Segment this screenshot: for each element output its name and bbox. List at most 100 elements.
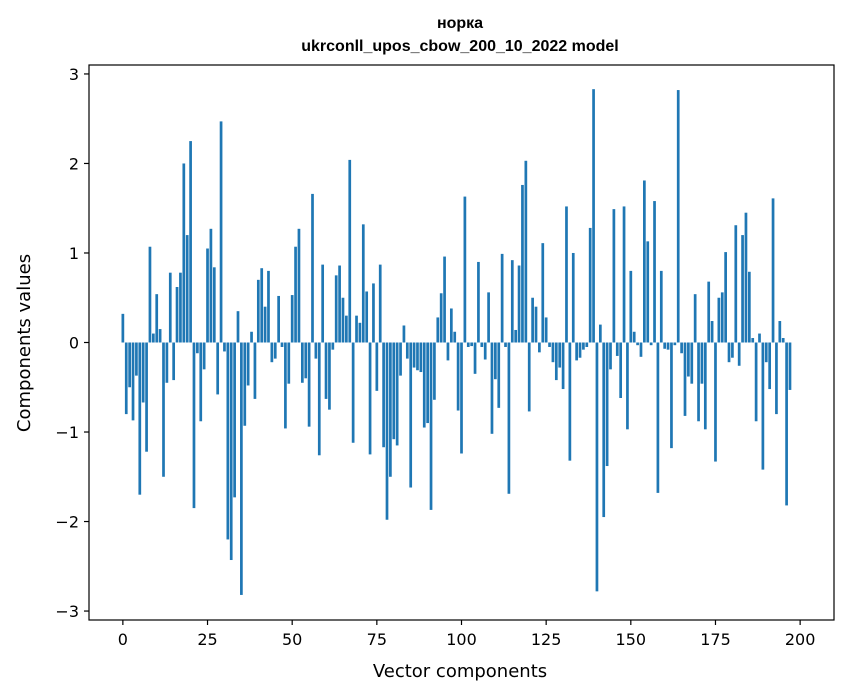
bar-140 (595, 342, 599, 592)
bar-22 (196, 342, 199, 354)
bar-67 (348, 159, 352, 343)
bar-191 (768, 342, 772, 390)
bar-16 (175, 287, 179, 343)
bar-166 (683, 342, 687, 416)
bar-128 (554, 342, 558, 381)
y-tick-label: −3 (55, 602, 79, 621)
bar-11 (158, 329, 162, 343)
bar-100 (460, 342, 463, 454)
x-tick-label: 75 (367, 630, 387, 649)
bar-184 (744, 212, 748, 343)
bar-121 (531, 297, 534, 343)
bar-178 (724, 252, 727, 343)
bar-174 (710, 321, 714, 343)
bar-110 (494, 342, 497, 380)
bar-147 (619, 342, 623, 398)
bar-4 (135, 342, 138, 376)
bar-23 (199, 342, 203, 422)
bar-27 (212, 267, 216, 343)
bar-89 (422, 342, 426, 428)
x-tick-label: 50 (282, 630, 302, 649)
bar-78 (385, 342, 389, 520)
bar-73 (368, 342, 372, 455)
bar-102 (466, 342, 470, 347)
bar-113 (504, 342, 507, 347)
bar-164 (676, 90, 680, 343)
bar-118 (521, 184, 524, 343)
bar-108 (487, 292, 490, 343)
bar-50 (290, 295, 294, 343)
bar-76 (378, 264, 382, 343)
bar-8 (148, 246, 152, 343)
bar-177 (720, 292, 724, 343)
bar-189 (761, 342, 765, 470)
bar-24 (202, 342, 206, 370)
x-tick-label: 0 (118, 630, 128, 649)
bar-6 (141, 342, 145, 403)
bar-190 (764, 342, 768, 363)
bar-133 (571, 252, 575, 343)
bar-187 (754, 342, 758, 422)
bar-28 (216, 342, 220, 395)
bar-1 (124, 342, 128, 415)
bar-34 (236, 311, 240, 343)
bar-167 (687, 342, 690, 377)
bar-120 (527, 342, 531, 412)
bar-142 (602, 342, 606, 518)
y-tick-label: −1 (55, 423, 79, 442)
bar-9 (151, 333, 155, 343)
bar-65 (341, 297, 345, 343)
y-axis: −3 −2 −1 0 1 2 3 (55, 65, 89, 621)
bar-59 (321, 264, 325, 343)
y-tick-label: −2 (55, 513, 79, 532)
bar-106 (480, 342, 484, 347)
bar-138 (588, 227, 592, 343)
bar-38 (250, 331, 253, 343)
bar-83 (402, 325, 406, 343)
bar-163 (673, 342, 677, 346)
chart-subtitle: ukrconll_upos_cbow_200_10_2022 model (301, 38, 618, 55)
bar-13 (165, 342, 169, 383)
bar-18 (182, 163, 186, 343)
bar-41 (260, 268, 264, 343)
bar-152 (636, 342, 639, 346)
bar-183 (741, 235, 744, 343)
bar-111 (497, 342, 501, 408)
bar-29 (219, 121, 223, 343)
bar-122 (534, 306, 538, 343)
bar-168 (690, 342, 694, 384)
bar-46 (277, 295, 280, 343)
bar-70 (358, 322, 362, 343)
bar-62 (331, 342, 335, 350)
bar-0 (121, 313, 125, 343)
bar-5 (138, 342, 142, 495)
bar-145 (612, 209, 616, 343)
bar-185 (747, 271, 751, 343)
bar-39 (253, 342, 257, 399)
bar-130 (561, 342, 565, 390)
bar-171 (700, 342, 704, 384)
bar-162 (670, 342, 673, 449)
x-tick-label: 150 (616, 630, 647, 649)
bar-98 (453, 331, 457, 343)
bar-72 (365, 291, 369, 343)
bar-52 (297, 228, 301, 343)
bar-180 (731, 342, 734, 358)
bar-107 (483, 342, 487, 360)
bar-154 (643, 180, 646, 343)
bar-186 (751, 338, 755, 343)
bar-169 (693, 294, 697, 343)
bar-194 (778, 321, 782, 343)
bar-97 (449, 308, 453, 343)
bar-96 (446, 342, 450, 361)
bar-55 (307, 342, 311, 427)
bar-31 (226, 342, 230, 540)
bar-25 (206, 248, 209, 343)
bar-37 (246, 342, 250, 386)
bar-179 (727, 342, 731, 363)
x-tick-label: 125 (531, 630, 562, 649)
bar-68 (351, 342, 355, 443)
bar-132 (568, 342, 572, 461)
x-tick-label: 100 (446, 630, 477, 649)
bar-series (121, 89, 792, 595)
